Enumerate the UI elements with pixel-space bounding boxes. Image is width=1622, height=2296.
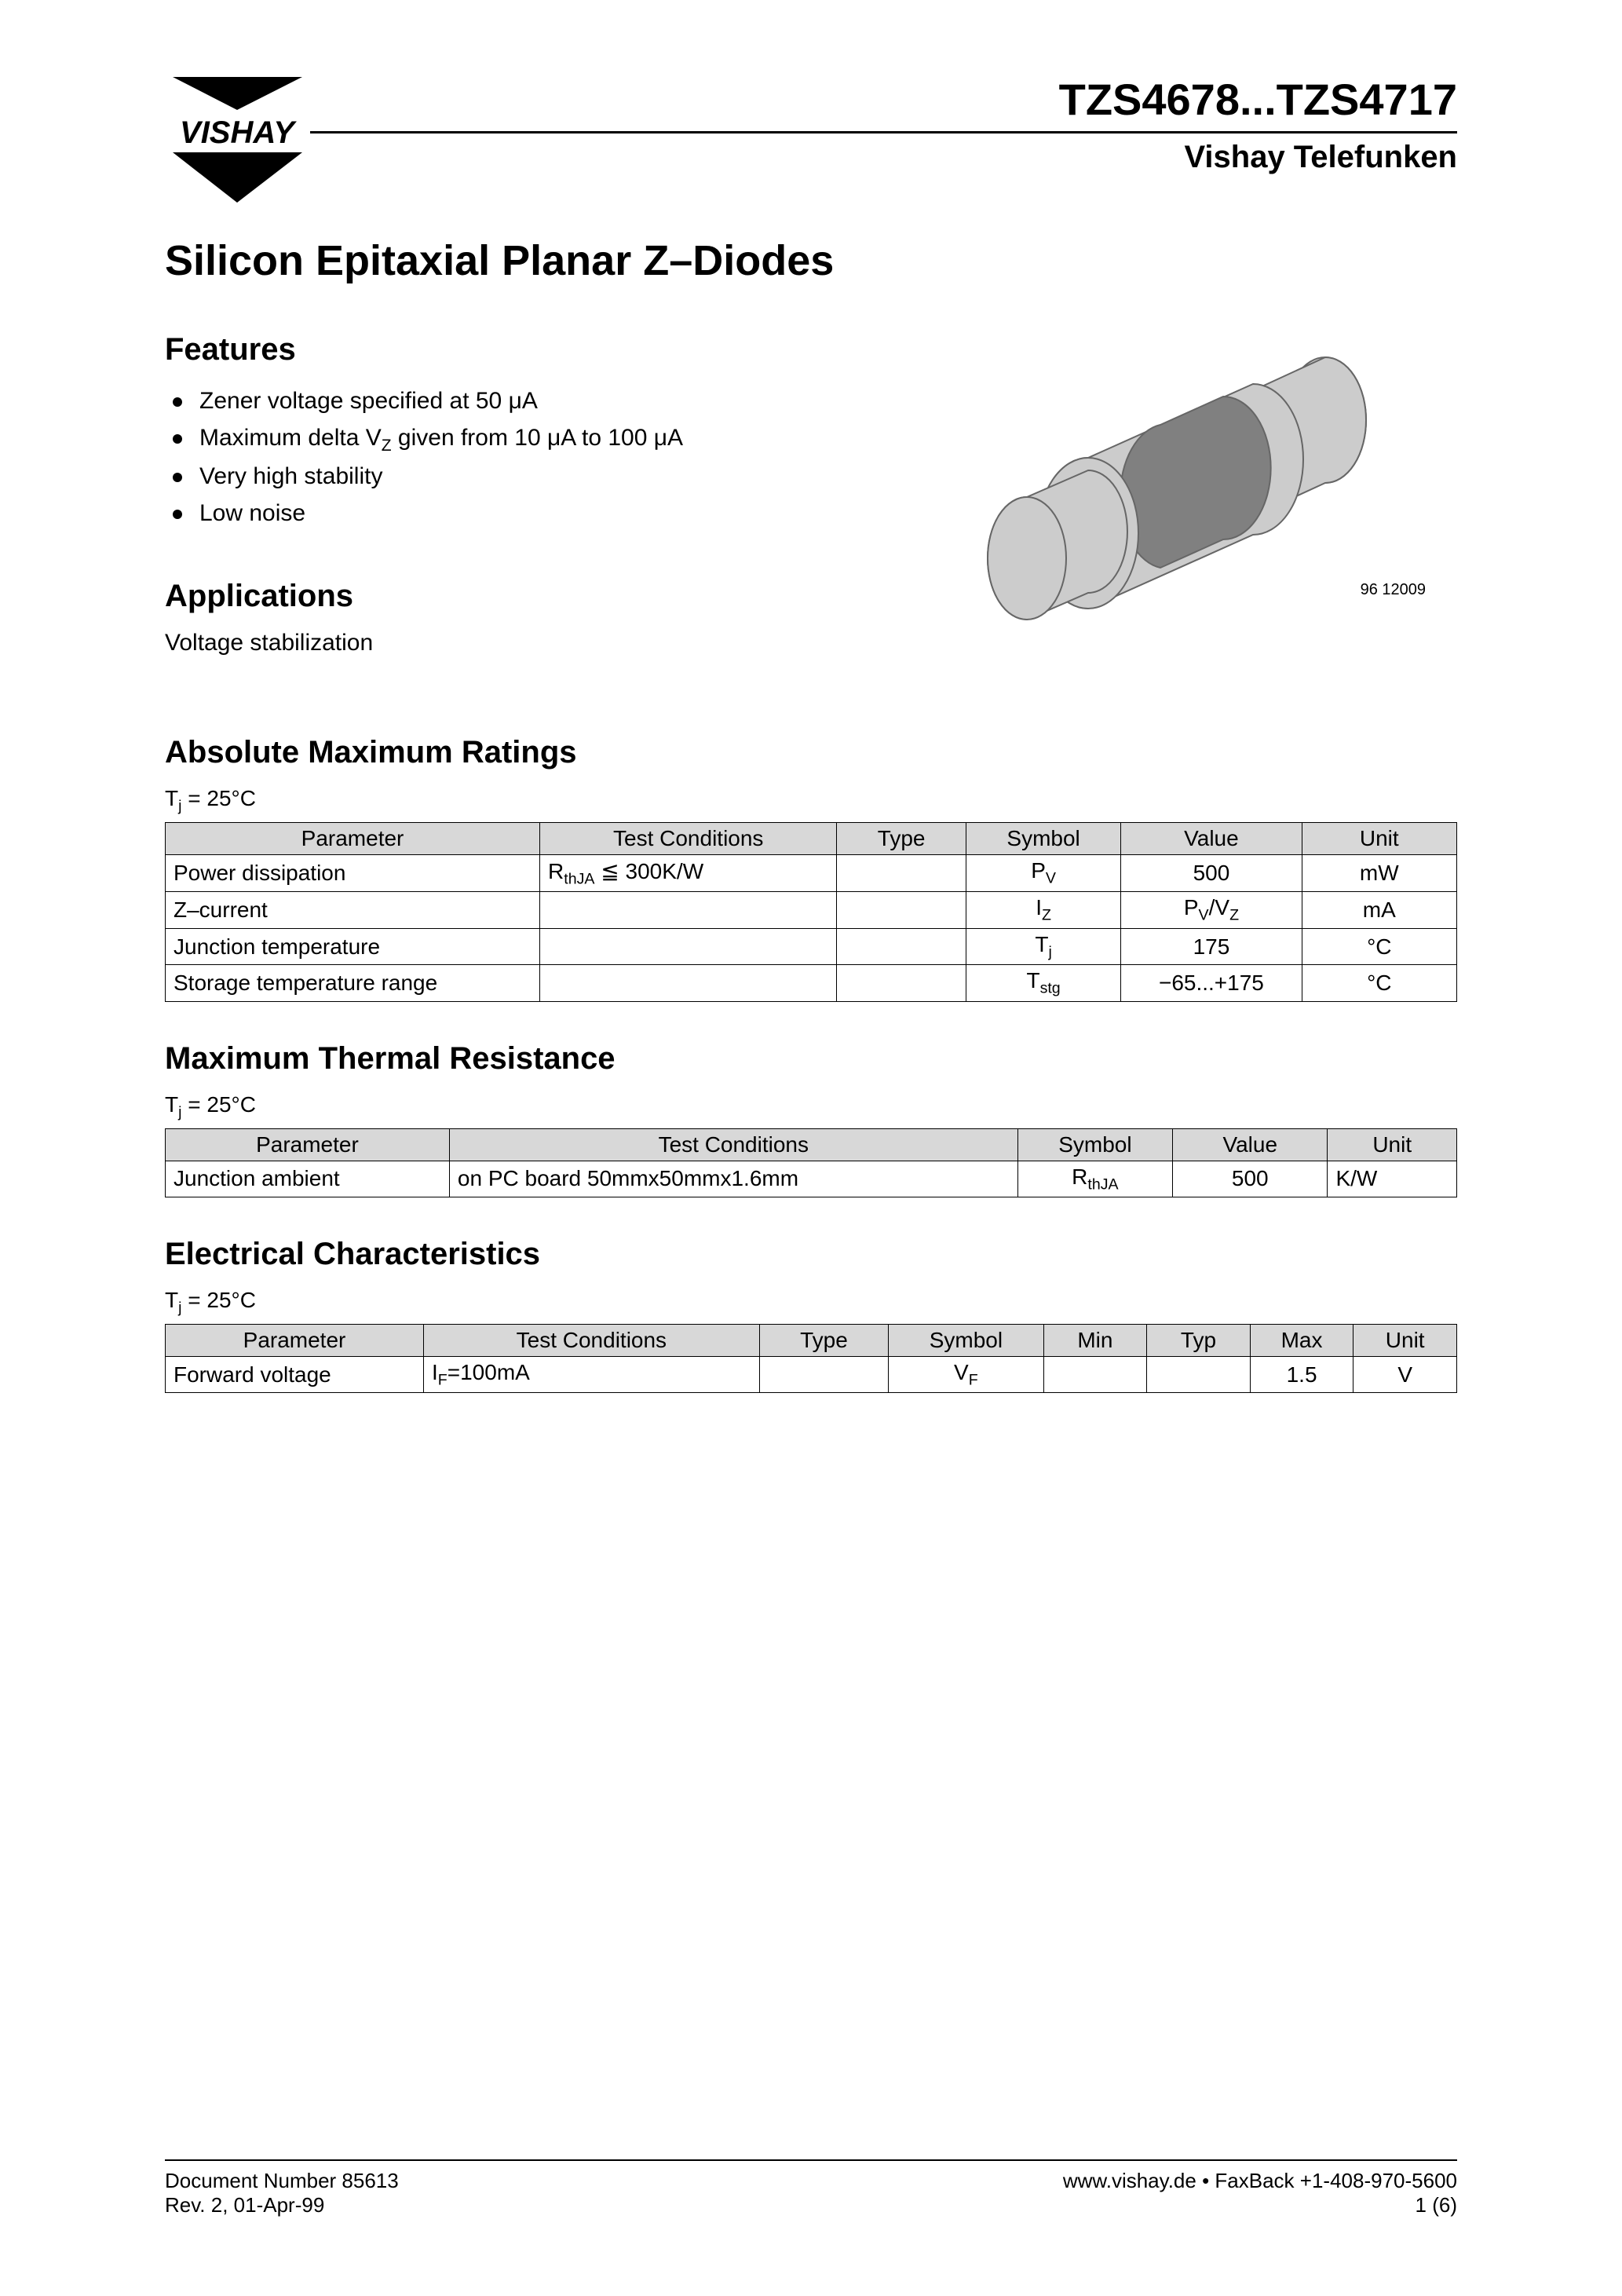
table-row: Z–current IZ PV/VZ mA [166, 892, 1457, 929]
col-header: Parameter [166, 822, 540, 854]
feature-item: Very high stability [168, 459, 939, 495]
page-number: 1 (6) [1063, 2193, 1457, 2217]
feature-item: Maximum delta VZ given from 10 μA to 100… [168, 420, 939, 459]
ec-condition: Tj = 25°C [165, 1288, 1457, 1318]
col-header: Typ [1147, 1324, 1251, 1356]
brand-subtitle: Vishay Telefunken [310, 140, 1457, 175]
diagram-label: 96 12009 [1361, 581, 1426, 599]
col-header: Unit [1353, 1324, 1457, 1356]
col-header: Value [1173, 1128, 1328, 1161]
col-header: Value [1121, 822, 1302, 854]
amr-condition: Tj = 25°C [165, 786, 1457, 816]
features-heading: Features [165, 332, 939, 367]
table-row: Forward voltage IF=100mA VF 1.5 V [166, 1356, 1457, 1393]
col-header: Max [1250, 1324, 1353, 1356]
col-header: Test Conditions [449, 1128, 1017, 1161]
col-header: Parameter [166, 1128, 450, 1161]
page-footer: Document Number 85613 Rev. 2, 01-Apr-99 … [165, 2159, 1457, 2217]
feature-item: Low noise [168, 495, 939, 532]
table-row: Junction ambient on PC board 50mmx50mmx1… [166, 1161, 1457, 1197]
table-header-row: Parameter Test Conditions Symbol Value U… [166, 1128, 1457, 1161]
table-row: Storage temperature range Tstg −65...+17… [166, 965, 1457, 1002]
col-header: Symbol [966, 822, 1120, 854]
table-row: Power dissipation RthJA ≦ 300K/W PV 500 … [166, 854, 1457, 892]
mtr-heading: Maximum Thermal Resistance [165, 1041, 1457, 1077]
feature-item: Zener voltage specified at 50 μA [168, 383, 939, 420]
ec-table: Parameter Test Conditions Type Symbol Mi… [165, 1324, 1457, 1394]
part-number: TZS4678...TZS4717 [310, 74, 1457, 133]
table-header-row: Parameter Test Conditions Type Symbol Mi… [166, 1324, 1457, 1356]
table-header-row: Parameter Test Conditions Type Symbol Va… [166, 822, 1457, 854]
revision: Rev. 2, 01-Apr-99 [165, 2193, 399, 2217]
col-header: Unit [1302, 822, 1456, 854]
col-header: Type [759, 1324, 889, 1356]
mtr-table: Parameter Test Conditions Symbol Value U… [165, 1128, 1457, 1198]
applications-heading: Applications [165, 579, 939, 614]
component-diagram: 96 12009 [970, 332, 1410, 631]
col-header: Symbol [889, 1324, 1043, 1356]
col-header: Parameter [166, 1324, 424, 1356]
svg-text:VISHAY: VISHAY [180, 115, 297, 150]
ec-heading: Electrical Characteristics [165, 1237, 1457, 1272]
col-header: Unit [1328, 1128, 1457, 1161]
applications-text: Voltage stabilization [165, 630, 939, 656]
col-header: Min [1043, 1324, 1147, 1356]
col-header: Test Conditions [424, 1324, 760, 1356]
header-right: TZS4678...TZS4717 Vishay Telefunken [310, 71, 1457, 175]
main-title: Silicon Epitaxial Planar Z–Diodes [165, 236, 1457, 285]
amr-heading: Absolute Maximum Ratings [165, 735, 1457, 770]
page-header: VISHAY TZS4678...TZS4717 Vishay Telefunk… [165, 71, 1457, 208]
table-row: Junction temperature Tj 175 °C [166, 928, 1457, 965]
footer-right: www.vishay.de • FaxBack +1-408-970-5600 … [1063, 2169, 1457, 2217]
amr-table: Parameter Test Conditions Type Symbol Va… [165, 822, 1457, 1002]
vishay-logo: VISHAY [165, 71, 310, 208]
footer-left: Document Number 85613 Rev. 2, 01-Apr-99 [165, 2169, 399, 2217]
col-header: Symbol [1017, 1128, 1172, 1161]
doc-number: Document Number 85613 [165, 2169, 399, 2193]
col-header: Test Conditions [540, 822, 837, 854]
features-list: Zener voltage specified at 50 μA Maximum… [165, 383, 939, 532]
col-header: Type [837, 822, 966, 854]
mtr-condition: Tj = 25°C [165, 1092, 1457, 1122]
web-contact: www.vishay.de • FaxBack +1-408-970-5600 [1063, 2169, 1457, 2193]
